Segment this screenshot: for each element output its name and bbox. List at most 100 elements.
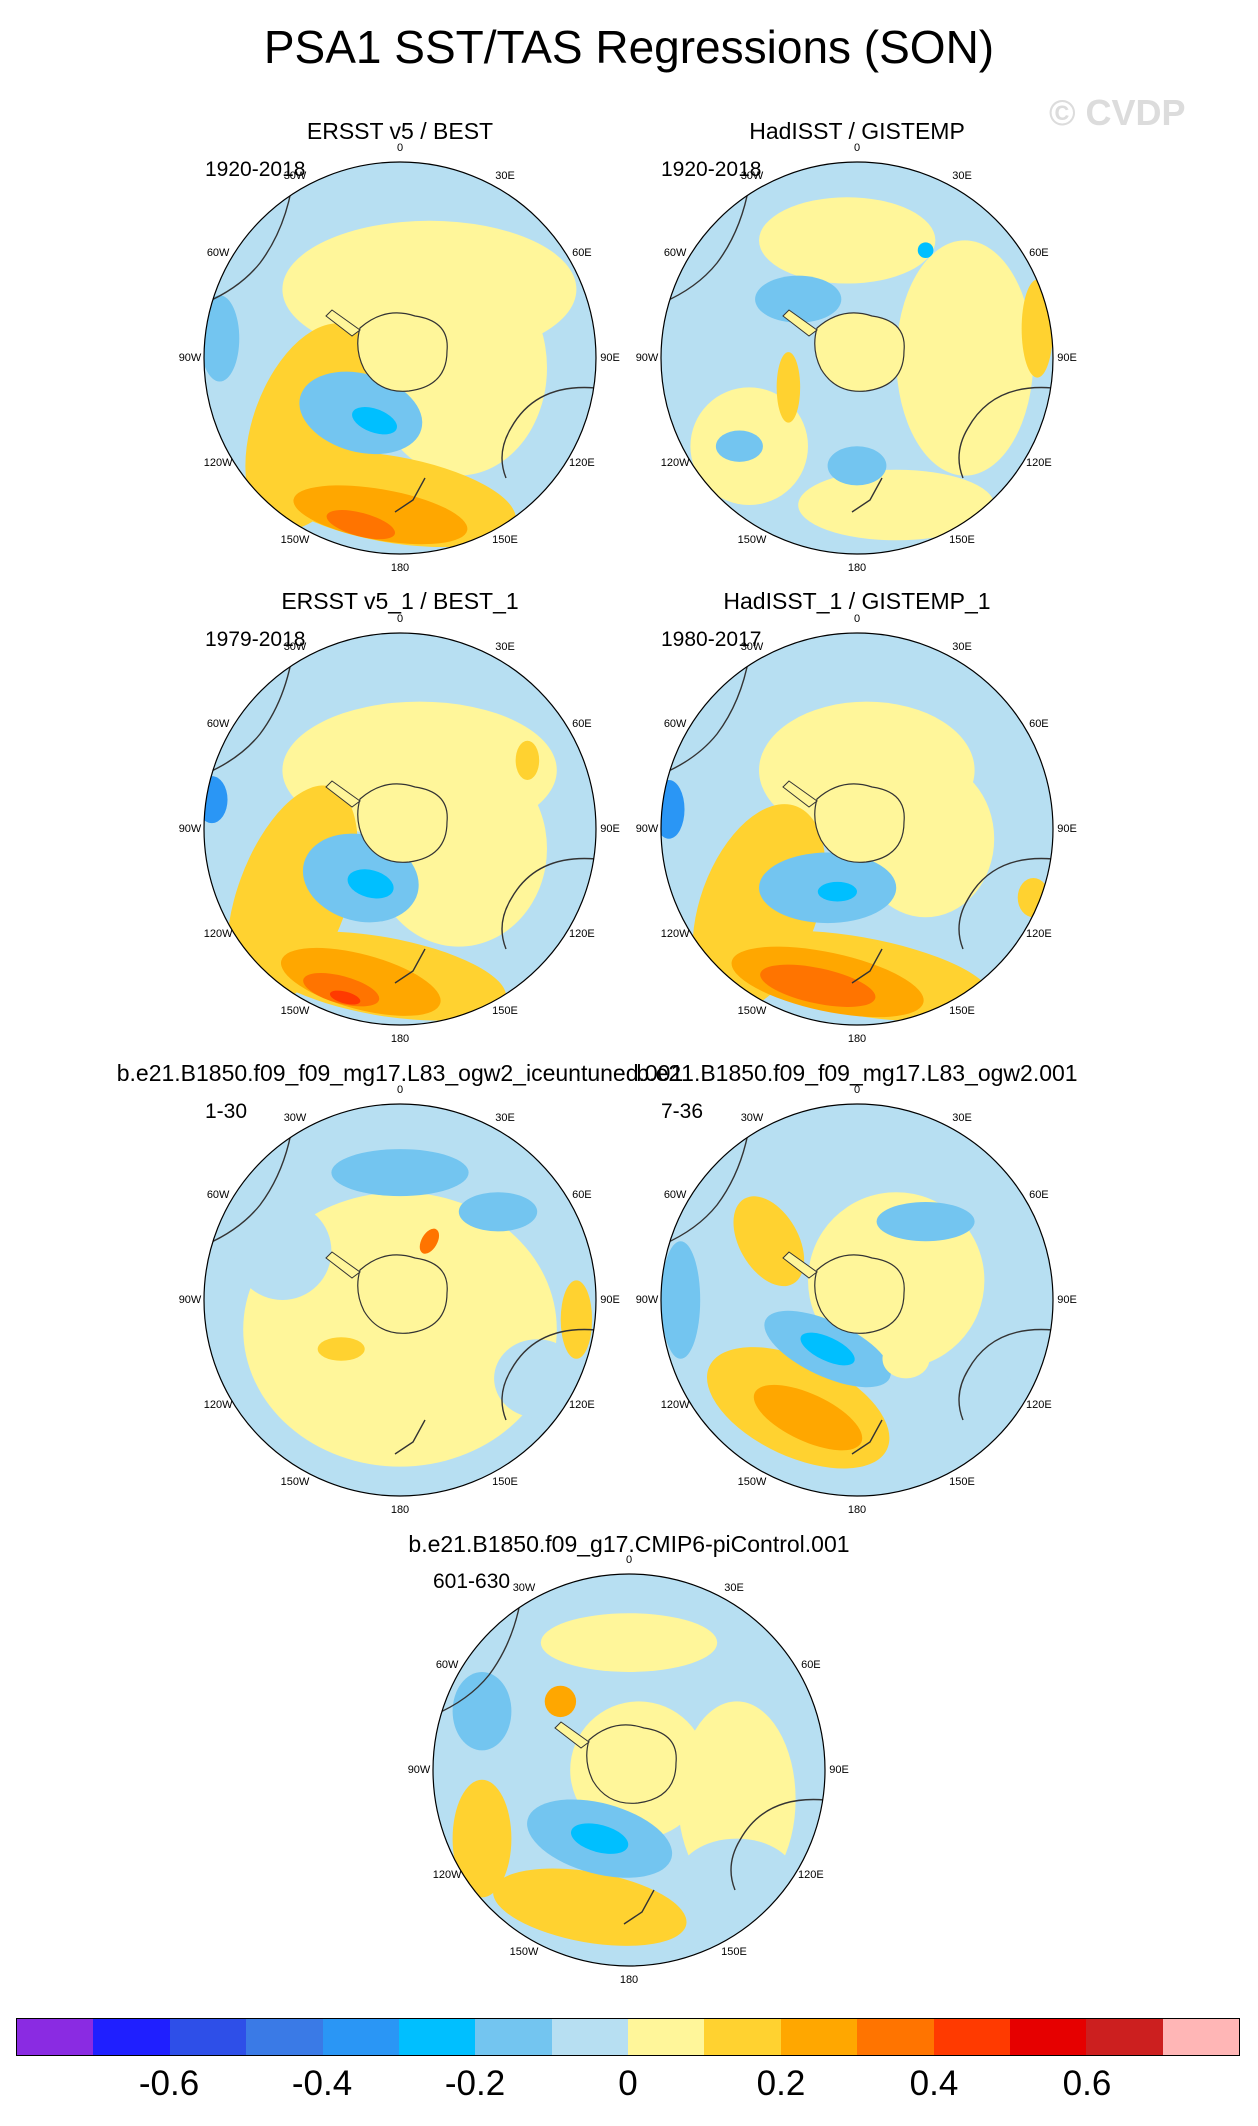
polar-map — [203, 161, 597, 555]
longitude-label: 60E — [572, 1189, 592, 1201]
longitude-label: 30W — [740, 641, 764, 654]
longitude-label: 60E — [1029, 1189, 1049, 1201]
longitude-label: 30W — [740, 170, 764, 183]
australia-coastline — [501, 386, 596, 479]
longitude-label: 180 — [390, 562, 410, 574]
regression-anomaly-region — [515, 740, 540, 780]
longitude-label: 60E — [801, 1659, 821, 1671]
antarctic-peninsula-coastline — [782, 309, 818, 337]
longitude-label: 120E — [569, 928, 595, 940]
regression-anomaly-region — [886, 1358, 1024, 1457]
colorbar-cell — [17, 2019, 94, 2055]
australia-coastline — [730, 1798, 825, 1891]
panel-title: b.e21.B1850.f09_g17.CMIP6-piControl.001 — [408, 1531, 850, 1557]
longitude-label: 30W — [740, 1112, 764, 1125]
regression-anomaly-region — [419, 1228, 440, 1254]
cvdp-watermark: © CVDP — [1049, 92, 1186, 133]
longitude-label: 0 — [396, 1084, 404, 1096]
longitude-label: 0 — [396, 613, 404, 625]
longitude-label: 150W — [280, 1475, 310, 1488]
regression-anomaly-region — [293, 485, 468, 545]
panel-period: 1979-2018 — [205, 628, 306, 651]
antarctic-peninsula-coastline — [782, 780, 818, 808]
australia-coastline — [501, 857, 596, 950]
colorbar-cell — [628, 2019, 705, 2055]
longitude-label: 90W — [635, 352, 659, 364]
regression-anomaly-region — [331, 1149, 469, 1197]
antarctic-peninsula-coastline — [554, 1721, 590, 1749]
panel-title: b.e21.B1850.f09_f09_mg17.L83_ogw2.001 — [636, 1060, 1078, 1086]
regression-anomaly-region — [715, 430, 763, 462]
regression-anomaly-region — [317, 1337, 365, 1361]
longitude-label: 180 — [390, 1504, 410, 1516]
regression-anomaly-region — [570, 1823, 629, 1854]
colorbar-cell — [322, 2019, 399, 2055]
longitude-label: 30E — [952, 1112, 972, 1125]
regression-anomaly-region — [755, 275, 842, 323]
longitude-label: 180 — [619, 1974, 639, 1986]
antarctic-peninsula-coastline — [782, 1251, 818, 1279]
regression-anomaly-region — [776, 352, 801, 423]
figure-title: PSA1 SST/TAS Regressions (SON) — [263, 21, 995, 73]
longitude-label: 90W — [635, 823, 659, 835]
polar-map — [660, 1103, 1054, 1497]
longitude-label: 150E — [492, 1004, 518, 1017]
longitude-label: 180 — [847, 1504, 867, 1516]
longitude-label: 60W — [663, 1189, 687, 1201]
regression-anomaly-region — [733, 1196, 805, 1287]
regression-anomaly-region — [540, 1613, 718, 1672]
longitude-label: 120W — [660, 1399, 690, 1411]
longitude-label: 120E — [569, 457, 595, 469]
antarctica-coastline — [814, 312, 905, 392]
longitude-label: 180 — [847, 562, 867, 574]
longitude-label: 150E — [492, 1475, 518, 1488]
map-border — [203, 161, 597, 555]
longitude-label: 60W — [206, 1189, 230, 1201]
regression-anomaly-region — [494, 1339, 581, 1418]
longitude-label: 30W — [512, 1582, 536, 1595]
regression-anomaly-region — [280, 947, 441, 1016]
longitude-label: 90E — [600, 823, 620, 835]
regression-anomaly-region — [544, 1685, 577, 1718]
colorbar-label: -0.4 — [291, 2064, 353, 2103]
regression-anomaly-region — [560, 1280, 593, 1359]
antarctica-coastline — [357, 312, 448, 392]
colorbar-cell — [475, 2019, 552, 2055]
longitude-label: 30E — [495, 170, 515, 183]
panel-title: ERSST v5 / BEST — [306, 118, 494, 144]
panel-period: 7-36 — [661, 1100, 704, 1123]
longitude-label: 120E — [1026, 457, 1052, 469]
regression-anomaly-region — [204, 295, 240, 382]
regression-anomaly-region — [678, 1838, 796, 1917]
map-border — [660, 1103, 1054, 1497]
longitude-label: 30E — [495, 641, 515, 654]
new-zealand-coastline — [394, 948, 426, 984]
longitude-label: 120E — [1026, 1399, 1052, 1411]
longitude-label: 60W — [206, 247, 230, 259]
longitude-label: 150W — [280, 533, 310, 546]
longitude-label: 60E — [1029, 718, 1049, 730]
longitude-label: 120W — [203, 928, 233, 940]
colorbar-label: 0.6 — [1062, 2064, 1112, 2103]
regression-anomaly-region — [798, 469, 995, 541]
longitude-label: 120W — [432, 1869, 462, 1881]
regression-anomaly-region — [661, 780, 685, 839]
antarctica-coastline — [586, 1724, 677, 1804]
regression-anomaly-region — [329, 990, 361, 1005]
colorbar-cell — [1086, 2019, 1163, 2055]
longitude-label: 90W — [178, 823, 202, 835]
australia-coastline — [958, 1328, 1053, 1421]
panel-period: 1920-2018 — [661, 158, 762, 181]
longitude-label: 120W — [660, 457, 690, 469]
australia-coastline — [958, 857, 1053, 950]
longitude-label: 30E — [495, 1112, 515, 1125]
longitude-label: 60E — [572, 247, 592, 259]
regression-anomaly-region — [204, 776, 228, 824]
colorbar-cell — [169, 2019, 247, 2055]
longitude-label: 90E — [829, 1764, 849, 1776]
longitude-label: 60W — [663, 247, 687, 259]
colorbar-cell — [780, 2019, 858, 2055]
longitude-label: 150E — [949, 533, 975, 546]
panel-period: 1-30 — [205, 1100, 248, 1123]
panel-period: 1920-2018 — [205, 158, 306, 181]
